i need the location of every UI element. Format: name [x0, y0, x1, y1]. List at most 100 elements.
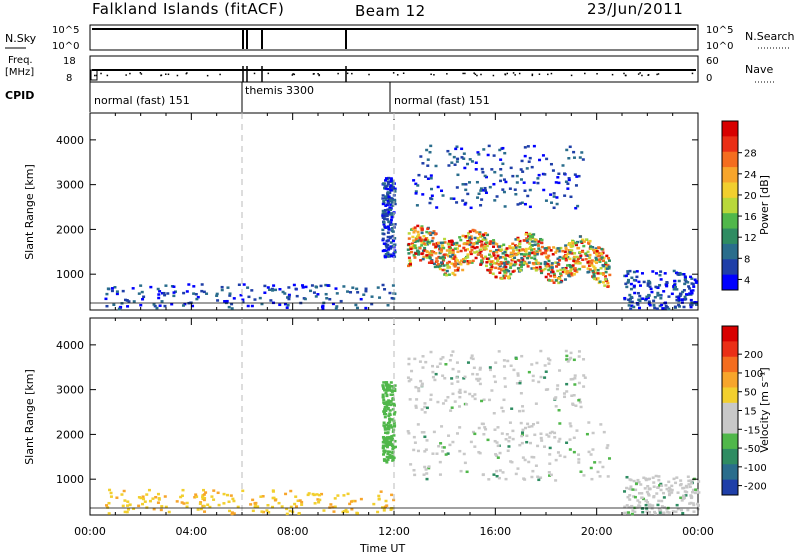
nave-tick-top: 60 [706, 56, 719, 67]
colorbar-swatch [722, 402, 738, 419]
echo-cell [573, 173, 577, 176]
echo-cell [566, 360, 570, 363]
freq-strip-frame [89, 55, 699, 83]
echo-cell [388, 443, 392, 446]
echo-cell [681, 290, 685, 294]
echo-cell [668, 488, 672, 491]
echo-cell [468, 236, 472, 239]
echo-cell [456, 173, 460, 177]
echo-cell [524, 253, 528, 256]
echo-cell [561, 270, 565, 274]
echo-cell [431, 364, 435, 368]
echo-cell [486, 268, 490, 272]
echo-cell [519, 421, 523, 425]
echo-cell [433, 265, 437, 269]
nave-point [139, 72, 142, 74]
echo-cell [524, 426, 528, 430]
echo-cell [547, 264, 551, 268]
echo-cell [447, 164, 451, 167]
echo-cell [607, 265, 611, 269]
echo-cell [511, 437, 515, 441]
echo-cell [216, 491, 220, 495]
echo-cell [599, 267, 603, 270]
nave-point [596, 72, 598, 75]
echo-cell [584, 238, 588, 241]
echo-cell [577, 461, 581, 464]
echo-cell [518, 249, 522, 252]
echo-cell [446, 395, 450, 399]
echo-cell [215, 292, 219, 296]
echo-cell [474, 168, 478, 171]
echo-cell [372, 502, 376, 506]
echo-cell [385, 381, 389, 384]
echo-cell [683, 298, 687, 301]
echo-cell [232, 512, 236, 515]
echo-cell [383, 210, 387, 214]
echo-cell [563, 395, 567, 399]
echo-cell [407, 357, 411, 361]
echo-cell [488, 268, 492, 272]
echo-cell [381, 283, 385, 287]
echo-cell [421, 162, 425, 165]
colorbar-swatch [722, 259, 738, 276]
echo-cell [431, 452, 435, 455]
echo-cell [319, 284, 323, 288]
echo-cell [232, 297, 236, 300]
echo-cell [684, 280, 688, 283]
echo-cell [123, 510, 127, 514]
echo-cell [593, 268, 597, 271]
echo-cell [466, 253, 470, 256]
echo-cell [466, 162, 470, 166]
echo-cell [474, 161, 478, 164]
echo-cell [603, 278, 607, 281]
echo-cell [387, 195, 391, 198]
echo-cell [578, 156, 582, 159]
nave-point [506, 72, 509, 75]
echo-cell [509, 266, 513, 270]
echo-cell [287, 293, 291, 297]
echo-cell [495, 441, 499, 444]
echo-cell [553, 275, 557, 279]
echo-cell [527, 425, 531, 429]
echo-cell [250, 289, 254, 292]
echo-cell [435, 206, 439, 209]
echo-cell [573, 383, 577, 386]
echo-cell [450, 161, 454, 164]
echo-cell [627, 511, 631, 514]
echo-cell [273, 499, 277, 502]
echo-cell [455, 247, 459, 250]
echo-cell [628, 493, 632, 497]
echo-cell [438, 256, 442, 259]
echo-cell [573, 261, 577, 264]
echo-cell [668, 492, 672, 495]
echo-cell [459, 469, 463, 473]
echo-cell [477, 192, 481, 196]
echo-cell [407, 237, 411, 240]
echo-cell [382, 437, 386, 441]
echo-cell [686, 293, 690, 296]
echo-cell [630, 300, 634, 304]
echo-cell [492, 254, 496, 257]
colorbar-tick-label: 200 [744, 350, 763, 361]
echo-cell [425, 148, 429, 152]
colorbar-tick-label: 15 [744, 407, 757, 418]
echo-cell [591, 448, 595, 451]
echo-cell [571, 252, 575, 255]
nave-point [480, 73, 482, 76]
colorbar-tick-label: 20 [744, 191, 757, 202]
echo-cell [125, 510, 129, 514]
echo-cell [407, 264, 411, 268]
echo-cell [390, 444, 394, 448]
echo-cell [635, 506, 639, 509]
echo-cell [567, 243, 571, 246]
echo-cell [632, 479, 636, 483]
echo-cell [446, 452, 450, 455]
echo-cell [416, 239, 420, 243]
echo-cell [629, 478, 633, 482]
echo-cell [659, 488, 663, 492]
echo-cell [657, 499, 661, 503]
echo-cell [441, 446, 445, 449]
echo-cell [391, 418, 395, 421]
echo-cell [429, 174, 433, 177]
echo-cell [480, 422, 484, 426]
